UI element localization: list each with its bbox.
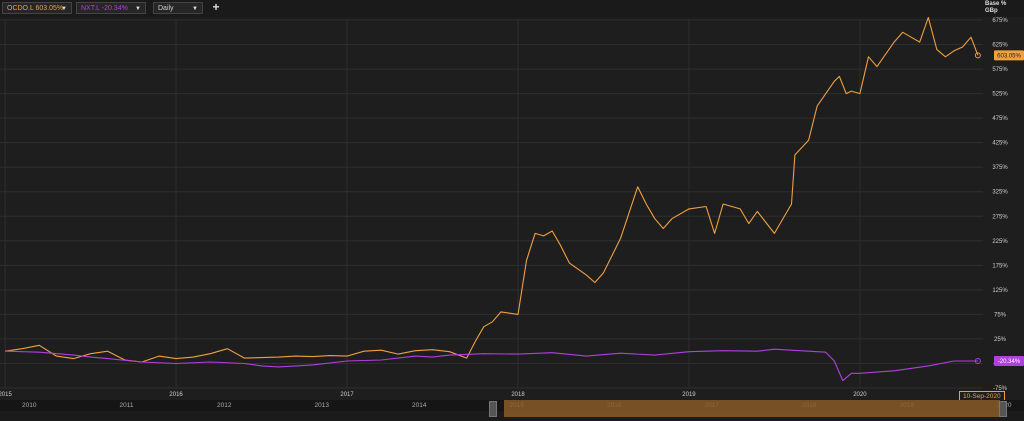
y-tick-label: 325%	[992, 190, 1008, 196]
y-tick-label: 375%	[992, 165, 1008, 171]
y-tick-label: 125%	[992, 288, 1008, 294]
y-tick-label: 575%	[992, 67, 1008, 73]
series-endpoint	[974, 52, 981, 59]
x-tick-label: 2018	[511, 392, 525, 398]
navigator-year-label: 2012	[217, 402, 232, 409]
y-tick-label: 675%	[992, 18, 1008, 24]
last-value-label: -20.34%	[998, 359, 1021, 365]
x-tick-label: 2016	[169, 392, 183, 398]
y-tick-label: 475%	[992, 116, 1008, 122]
last-value-tag	[994, 50, 1024, 61]
y-tick-label: 175%	[992, 263, 1008, 269]
y-tick-label: 425%	[992, 141, 1008, 147]
interval-label: Daily	[158, 5, 174, 12]
navigator-selection[interactable]	[504, 400, 1000, 417]
x-tick-label: 2020	[853, 392, 867, 398]
chevron-down-icon: ▼	[192, 6, 198, 12]
x-axis-ticks: 2015 2016 2017 2018 2019 2020	[0, 392, 867, 398]
y-tick-label: -75%	[993, 386, 1008, 392]
series-endpoint	[974, 358, 981, 365]
interval-dropdown[interactable]: Daily ▼	[153, 2, 203, 14]
add-series-button[interactable]: +	[212, 0, 220, 14]
navigator-left-handle[interactable]	[489, 401, 497, 417]
series-ocdo-label: OCDO.L 603.05%	[7, 5, 64, 12]
value-tags: 603.05% -20.34%	[994, 50, 1024, 367]
axis-unit-base: Base %	[985, 1, 1007, 7]
x-tick-label: 2019	[682, 392, 696, 398]
series-line	[5, 16, 979, 363]
series-selector-nxt[interactable]: NXT.L -20.34% ▼	[76, 2, 146, 14]
y-tick-label: 225%	[992, 239, 1008, 245]
y-tick-label: 275%	[992, 214, 1008, 220]
series-nxt-label: NXT.L -20.34%	[81, 5, 128, 12]
chart-series	[5, 16, 981, 382]
navigator-year-label: 2011	[119, 402, 134, 409]
y-tick-label: 625%	[992, 43, 1008, 49]
x-tick-label: 2017	[340, 392, 354, 398]
y-tick-label: 75%	[994, 312, 1007, 318]
line-chart[interactable]: 675% 625% 575% 525% 475% 425% 375% 325% 275% 225%…	[0, 0, 1024, 400]
series-selector-ocdo[interactable]: OCDO.L 603.05% ▼	[2, 2, 72, 14]
last-value-tag	[994, 356, 1024, 367]
chevron-down-icon: ▼	[135, 6, 141, 12]
chevron-down-icon: ▼	[61, 6, 67, 12]
chart-grid	[0, 19, 983, 389]
series-line	[5, 348, 978, 382]
y-axis-ticks: 675% 625% 575% 525% 475% 425% 375% 325% 275% 225%…	[992, 18, 1008, 392]
y-tick-label: 25%	[994, 337, 1007, 343]
x-tick-label: 2015	[0, 392, 12, 398]
chart-toolbar: OCDO.L 603.05% ▼ NXT.L -20.34% ▼ Daily ▼…	[0, 0, 1024, 17]
y-tick-label: 525%	[992, 92, 1008, 98]
navigator-right-handle[interactable]	[999, 401, 1007, 417]
axis-unit-gbp: GBp	[985, 8, 998, 14]
navigator-year-label: 2010	[22, 402, 37, 409]
last-value-label: 603.05%	[997, 54, 1021, 60]
navigator-year-label: 2014	[412, 402, 427, 409]
navigator-year-label: 2013	[314, 402, 329, 409]
